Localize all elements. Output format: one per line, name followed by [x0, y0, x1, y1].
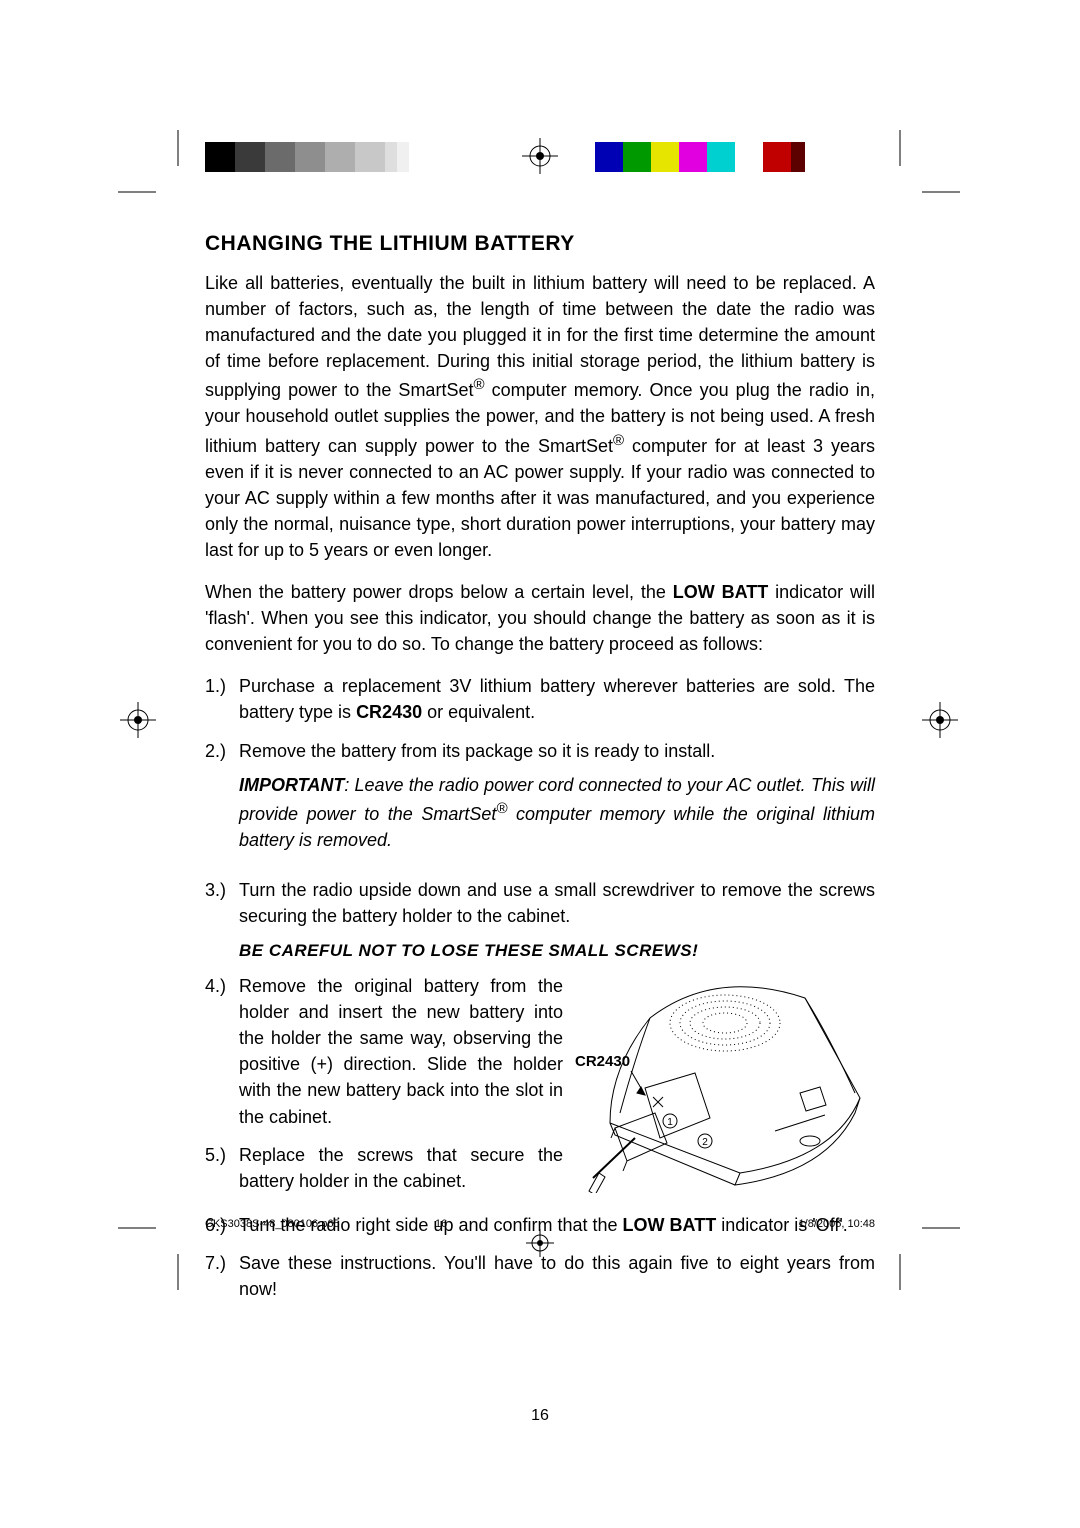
- page-content: CHANGING THE LITHIUM BATTERY Like all ba…: [205, 232, 875, 1314]
- color-bar-right: [595, 142, 805, 172]
- footer-page: 16: [435, 1218, 447, 1230]
- registration-mark-left: [118, 700, 158, 740]
- warning-text: BE CAREFUL NOT TO LOSE THESE SMALL SCREW…: [239, 941, 875, 961]
- footer-filename: CKS3038S-48_080106.p65: [205, 1218, 340, 1230]
- step-2: 2.) Remove the battery from its package …: [205, 738, 875, 865]
- paragraph-2: When the battery power drops below a cer…: [205, 579, 875, 657]
- footer-date: 1/8/2006, 10:48: [799, 1218, 875, 1230]
- step-4: 4.) Remove the original battery from the…: [205, 973, 875, 1200]
- step-1: 1.) Purchase a replacement 3V lithium ba…: [205, 673, 875, 725]
- battery-diagram: CR2430: [575, 973, 875, 1200]
- diagram-battery-label: CR2430: [575, 1051, 630, 1073]
- diagram-marker-2: 2: [702, 1137, 708, 1148]
- steps-list: 1.) Purchase a replacement 3V lithium ba…: [205, 673, 875, 929]
- registration-mark-top: [520, 136, 560, 176]
- important-note: IMPORTANT: Leave the radio power cord co…: [239, 772, 875, 853]
- registration-mark-bottom: [525, 1228, 555, 1258]
- radio-underside-diagram: 1 2: [575, 973, 875, 1193]
- step-3: 3.) Turn the radio upside down and use a…: [205, 877, 875, 929]
- section-title: CHANGING THE LITHIUM BATTERY: [205, 232, 875, 256]
- paragraph-1: Like all batteries, eventually the built…: [205, 270, 875, 563]
- step-7: 7.) Save these instructions. You'll have…: [205, 1250, 875, 1302]
- page-number: 16: [205, 1407, 875, 1425]
- diagram-marker-1: 1: [667, 1117, 673, 1128]
- color-bar-left: [205, 142, 409, 172]
- registration-mark-right: [920, 700, 960, 740]
